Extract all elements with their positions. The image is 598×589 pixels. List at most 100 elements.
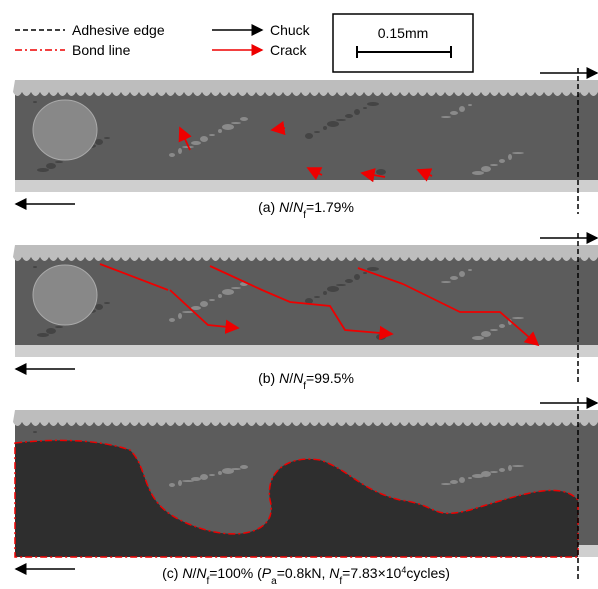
caption-part: P [262,565,272,581]
particle [367,102,379,106]
particle [231,287,241,289]
caption-part: =99.5% [306,370,354,386]
bottom-band [15,345,598,357]
particle [200,301,208,307]
particle [240,117,248,121]
particle [459,106,465,112]
particle [33,431,37,433]
particle [314,131,320,133]
particle [508,465,512,471]
adhesive-top-edge [13,245,598,261]
caption-part: N [279,370,290,386]
caption-part: / [289,199,293,215]
caption-part: =100% ( [209,565,262,581]
panel-caption: (a) N/Nf=1.79% [258,199,354,221]
particle [178,148,182,154]
legend-crack-label: Crack [270,42,308,58]
scale-box [332,13,474,73]
particle [33,266,37,268]
caption-part: / [192,565,196,581]
particle [354,274,360,280]
particle [218,471,222,475]
particle [209,134,215,136]
particle [468,104,472,106]
crack-arrow [178,126,192,151]
particle [222,468,234,474]
particle [345,114,353,118]
particle [499,159,505,163]
particle [209,474,215,476]
legend-chuck-label: Chuck [270,22,311,38]
caption-part: N [293,370,304,386]
particle [450,480,458,484]
adhesive-top-edge [13,410,598,426]
legend-adhesive-label: Adhesive edge [72,22,165,38]
scale-label: 0.15mm [378,25,429,41]
void [32,264,98,326]
particle [37,168,49,172]
particle [323,291,327,295]
particle [468,477,472,479]
particle [33,101,37,103]
particle [231,122,241,124]
bond-line [14,439,579,558]
particle [441,281,451,283]
particle [46,163,56,169]
particle [169,483,175,487]
particle [499,324,505,328]
particle [95,304,103,310]
crack-arrow [306,167,323,181]
crack-arrow [357,267,538,345]
void [32,99,98,161]
caption-part: =1.79% [306,199,354,215]
particle [336,284,346,286]
particle [472,474,484,478]
particle [218,294,222,298]
caption-part: N [293,199,304,215]
particle [104,302,110,304]
caption-part: (b) [258,370,279,386]
particle [191,477,201,481]
caption-part: (a) [258,199,279,215]
particle [231,468,241,470]
particle [512,152,524,154]
caption-part: 4 [401,565,406,575]
crack-arrow [270,120,286,136]
particle [472,336,484,340]
particle [481,471,491,477]
particle [363,272,367,274]
particle [305,133,313,139]
particle [512,317,524,319]
particle [327,121,339,127]
particle [305,298,313,304]
crack-arrow [209,265,392,334]
caption-part: f [303,210,306,221]
micrograph-panel: (a) N/Nf=1.79% [13,67,598,221]
caption-part: N [196,565,207,581]
caption-part: f [206,576,209,587]
crack-arrow [360,168,386,183]
particle [218,129,222,133]
particle [472,171,484,175]
particle [169,153,175,157]
particle [336,119,346,121]
particle [481,331,491,337]
particle [46,328,56,334]
micrograph-panel: (b) N/Nf=99.5% [13,232,598,392]
particle [182,311,194,313]
particle [200,474,208,480]
particle [450,111,458,115]
panel-caption: (c) N/Nf=100% (Pa=0.8kN, Nf=7.83×104cycl… [162,565,450,587]
particle [459,477,465,483]
particle [327,286,339,292]
caption-part: a [271,576,277,587]
particle [240,465,248,469]
particle [376,334,386,340]
particle [169,318,175,322]
particle [95,139,103,145]
particle [200,136,208,142]
particle [367,267,379,271]
particle [182,480,194,482]
caption-part: N [329,565,340,581]
particle [55,326,63,328]
